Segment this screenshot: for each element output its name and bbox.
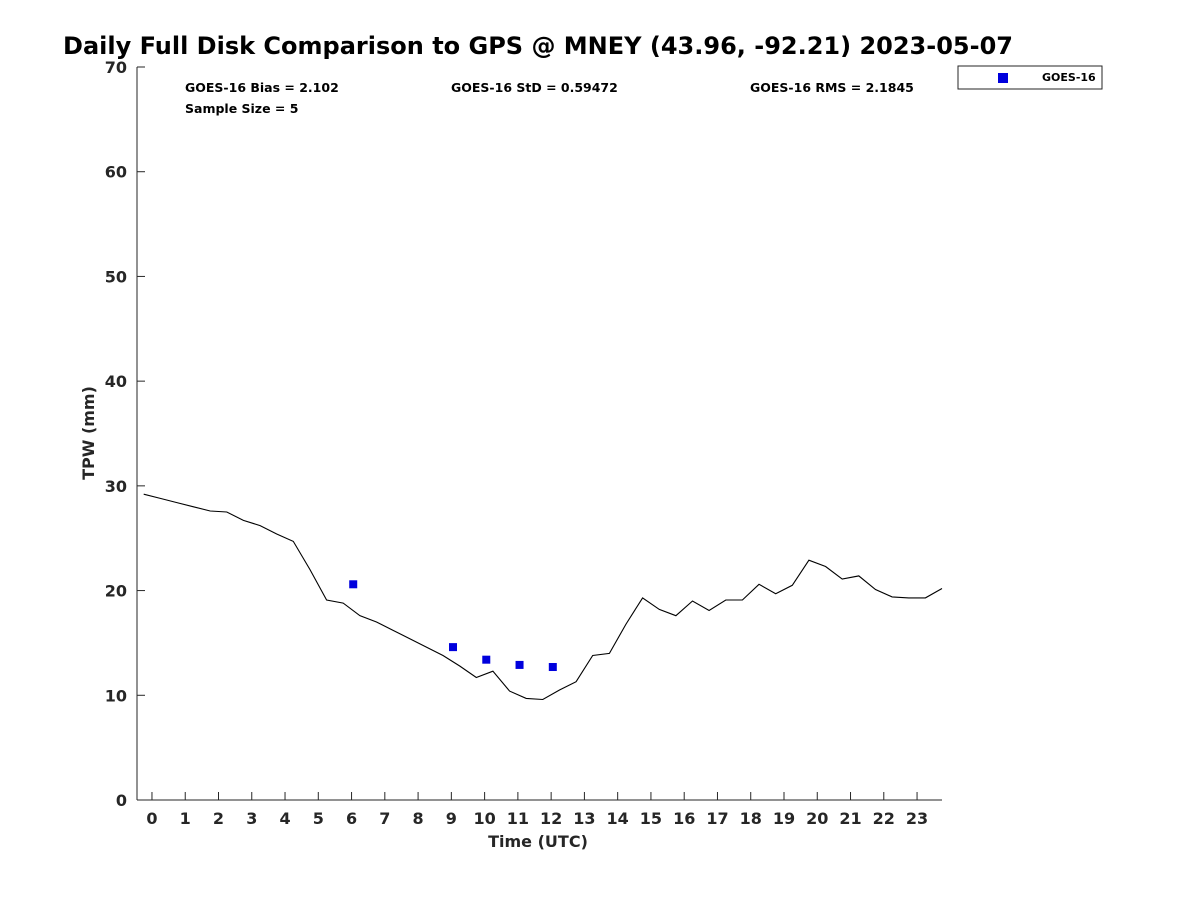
x-tick-label: 20	[806, 809, 828, 828]
y-tick-label: 0	[116, 791, 127, 810]
y-tick-label: 10	[105, 686, 127, 705]
y-tick-label: 30	[105, 477, 127, 496]
x-tick-label: 5	[313, 809, 324, 828]
bias-stat: GOES-16 Bias = 2.102	[185, 80, 339, 95]
x-tick-label: 13	[573, 809, 595, 828]
x-tick-label: 22	[873, 809, 895, 828]
x-tick-label: 11	[507, 809, 529, 828]
x-tick-label: 0	[146, 809, 157, 828]
x-tick-label: 2	[213, 809, 224, 828]
x-tick-label: 16	[673, 809, 695, 828]
goes16-point	[349, 580, 358, 589]
std-stat: GOES-16 StD = 0.59472	[451, 80, 618, 95]
goes16-point	[449, 643, 458, 652]
x-tick-label: 4	[279, 809, 290, 828]
goes16-points-layer	[349, 580, 557, 672]
y-axis-ticks: 0 10 20 30 40 50 60 70	[105, 58, 145, 810]
gps-tpw-line	[143, 493, 943, 701]
y-tick-label: 60	[105, 163, 127, 182]
gps-line-layer	[143, 493, 943, 701]
x-tick-label: 21	[839, 809, 861, 828]
x-tick-label: 14	[607, 809, 629, 828]
x-tick-label: 23	[906, 809, 928, 828]
y-tick-label: 40	[105, 372, 127, 391]
y-tick-label: 20	[105, 582, 127, 601]
x-tick-label: 6	[346, 809, 357, 828]
x-tick-label: 9	[446, 809, 457, 828]
chart-title: Daily Full Disk Comparison to GPS @ MNEY…	[63, 32, 1013, 60]
y-tick-label: 70	[105, 58, 127, 77]
y-tick-label: 50	[105, 267, 127, 286]
x-axis-title: Time (UTC)	[488, 832, 588, 851]
goes16-point	[482, 655, 491, 664]
x-tick-label: 10	[473, 809, 495, 828]
legend-box	[957, 65, 1103, 90]
legend-label-goes16: GOES-16	[1042, 71, 1096, 84]
rms-stat: GOES-16 RMS = 2.1845	[750, 80, 914, 95]
goes16-point	[515, 660, 524, 669]
legend-marker-goes16	[998, 73, 1008, 83]
x-tick-label: 1	[180, 809, 191, 828]
x-tick-label: 8	[413, 809, 424, 828]
x-tick-label: 7	[379, 809, 390, 828]
goes16-point	[548, 663, 557, 672]
x-axis-ticks: 0 1 2 3 4 5 6 7 8 9 10 11 12 13 14 15 16 17 18 19 20 21 22 23	[146, 792, 928, 828]
x-tick-label: 17	[706, 809, 728, 828]
x-tick-label: 19	[773, 809, 795, 828]
x-tick-label: 12	[540, 809, 562, 828]
y-axis-title: TPW (mm)	[79, 386, 98, 480]
x-tick-label: 15	[640, 809, 662, 828]
sample-size-stat: Sample Size = 5	[185, 101, 298, 116]
plot-area	[137, 67, 942, 800]
legend: GOES-16	[957, 65, 1103, 90]
x-tick-label: 3	[246, 809, 257, 828]
x-tick-label: 18	[740, 809, 762, 828]
